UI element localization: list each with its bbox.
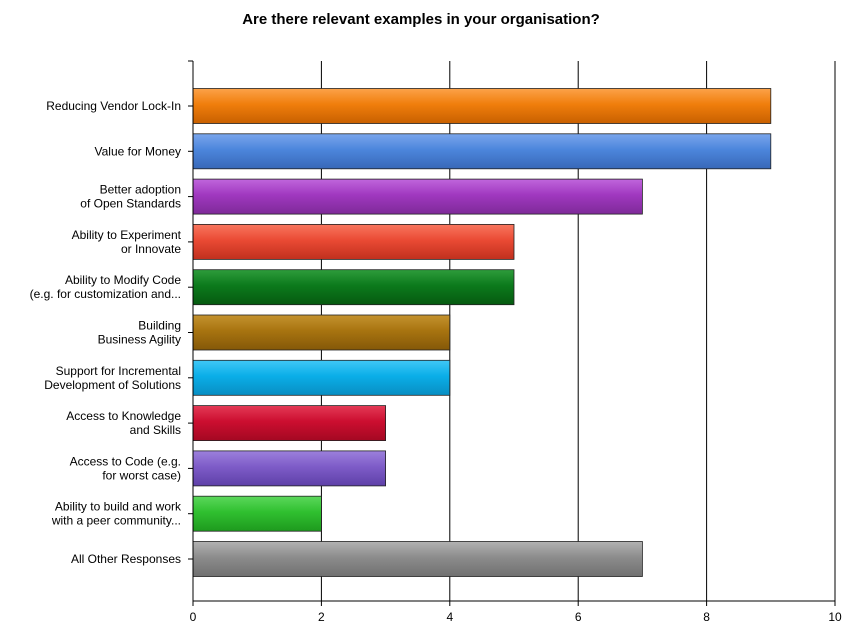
bars [192, 88, 772, 577]
bar [192, 541, 643, 577]
x-tick-label: 2 [318, 610, 325, 624]
category-label: Access to Knowledge and Skills [66, 409, 181, 437]
category-label-line: Ability to Modify Code [65, 273, 181, 287]
category-label: Ability to Modify Code (e.g. for customiz… [30, 273, 182, 301]
bar [192, 178, 643, 215]
chart-title: Are there relevant examples in your orga… [242, 11, 600, 28]
bar [192, 133, 772, 170]
bar [192, 88, 772, 124]
category-label: Ability to Experiment or Innovate [72, 228, 182, 256]
category-label-line: All Other Responses [71, 552, 181, 566]
category-label: Building Business Agility [98, 319, 181, 347]
axes [188, 60, 836, 606]
bar [192, 223, 515, 260]
category-label-line: and Skills [130, 423, 181, 437]
category-label: All Other Responses [71, 552, 181, 566]
bar [192, 405, 387, 442]
category-label-line: Better adoption [100, 183, 181, 197]
category-label-line: Business Agility [98, 333, 181, 347]
x-tick-label: 8 [703, 610, 710, 624]
x-tick-label: 4 [446, 610, 453, 624]
bar [192, 314, 451, 351]
category-label-line: for worst case) [102, 468, 181, 482]
x-tick-labels: 0 2 4 6 8 10 [190, 610, 842, 624]
category-label-line: Building [138, 319, 181, 333]
bar [192, 269, 515, 306]
category-label-line: Reducing Vendor Lock-In [46, 99, 181, 113]
bar [192, 495, 322, 532]
category-label: Better adoption of Open Standards [80, 183, 181, 211]
category-label-line: Ability to build and work [55, 500, 182, 514]
category-label-line: Development of Solutions [44, 378, 181, 392]
category-label-line: Access to Code (e.g. [70, 454, 181, 468]
category-label-line: Access to Knowledge [66, 409, 181, 423]
x-tick-label: 0 [190, 610, 197, 624]
category-label-line: Support for Incremental [56, 364, 181, 378]
category-label-line: Ability to Experiment [72, 228, 182, 242]
category-label: Value for Money [95, 144, 182, 158]
x-tick-label: 6 [575, 610, 582, 624]
category-label: Support for Incremental Development of So… [44, 364, 181, 392]
x-tick-label: 10 [828, 610, 842, 624]
category-label: Access to Code (e.g. for worst case) [70, 454, 181, 482]
bar [192, 450, 387, 487]
bar [192, 359, 451, 396]
category-label-line: or Innovate [121, 242, 181, 256]
category-label-line: Value for Money [95, 144, 182, 158]
category-label-line: of Open Standards [80, 197, 181, 211]
category-labels: Reducing Vendor Lock-In Value for Money Be… [30, 99, 182, 566]
category-label: Reducing Vendor Lock-In [46, 99, 181, 113]
category-label: Ability to build and work with a peer com… [51, 500, 182, 528]
category-label-line: with a peer community... [51, 514, 181, 528]
category-label-line: (e.g. for customization and... [30, 287, 181, 301]
